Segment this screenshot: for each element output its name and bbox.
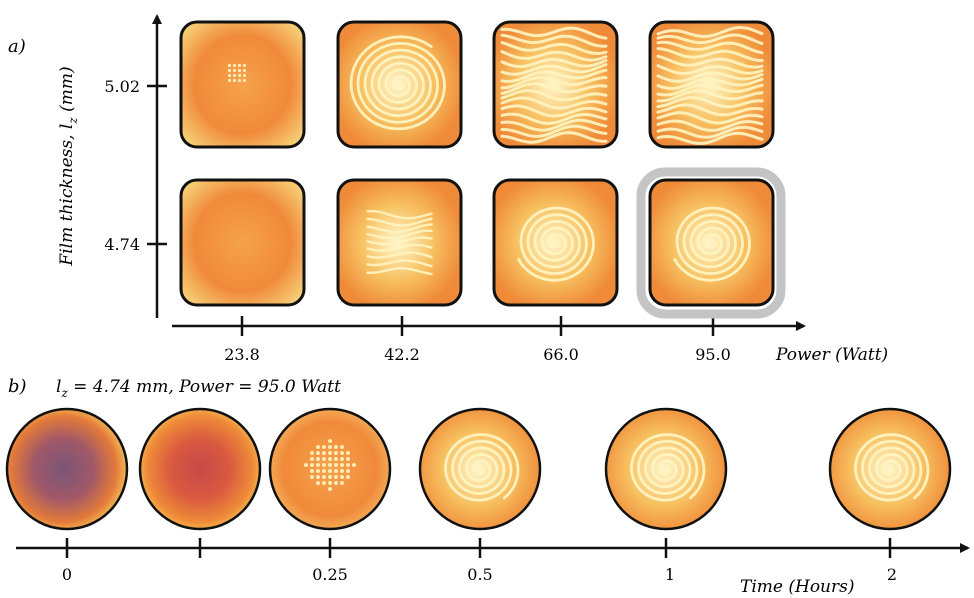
sample-2-2 bbox=[336, 178, 463, 307]
snapshot-background bbox=[606, 409, 726, 529]
sample-frame bbox=[648, 178, 775, 307]
time-axis-label: Time (Hours) bbox=[740, 577, 854, 597]
sample-frame bbox=[336, 178, 463, 307]
snapshot-frame bbox=[5, 407, 129, 531]
snapshot-frame bbox=[828, 407, 952, 531]
sample-2-3 bbox=[492, 178, 619, 307]
snapshot-frame bbox=[604, 407, 728, 531]
sample-pattern bbox=[500, 26, 608, 144]
time-tick-label-1: 0 bbox=[62, 565, 72, 584]
snapshot-pattern bbox=[304, 439, 356, 491]
sample-pattern bbox=[227, 63, 247, 83]
snapshot-frame bbox=[418, 407, 542, 531]
time-snapshots bbox=[5, 407, 952, 531]
sample-grid bbox=[179, 20, 775, 307]
sample-frame bbox=[179, 20, 306, 149]
time-tick-label-4: 1 bbox=[665, 565, 675, 584]
sample-frame bbox=[492, 178, 619, 307]
sample-background bbox=[494, 180, 617, 305]
snapshot-frame bbox=[268, 407, 392, 531]
snapshot-1 bbox=[5, 407, 129, 531]
snapshot-4 bbox=[418, 407, 542, 531]
snapshot-background bbox=[830, 409, 950, 529]
sample-pattern bbox=[349, 35, 446, 131]
y-axis-label: Film thickness, lz (mm) bbox=[57, 66, 80, 266]
panel-a-label: a) bbox=[8, 36, 26, 57]
snapshot-background bbox=[7, 409, 127, 529]
x-tick-label-4: 95.0 bbox=[695, 345, 731, 364]
snapshot-5 bbox=[604, 407, 728, 531]
y-tick-label-2: 4.74 bbox=[104, 235, 140, 254]
sample-background bbox=[181, 22, 304, 147]
sample-pattern bbox=[517, 206, 595, 282]
sample-frame bbox=[336, 20, 463, 149]
snapshot-2 bbox=[138, 407, 262, 531]
snapshot-6 bbox=[828, 407, 952, 531]
sample-1-4 bbox=[648, 20, 775, 149]
sample-frame bbox=[648, 20, 775, 149]
time-tick-label-3: 0.5 bbox=[467, 565, 492, 584]
sample-2-4 bbox=[648, 178, 775, 307]
snapshot-background bbox=[140, 409, 260, 529]
snapshot-pattern bbox=[444, 433, 520, 502]
snapshot-3 bbox=[268, 407, 392, 531]
highlight-frame bbox=[636, 167, 786, 319]
y-tick-label-1: 5.02 bbox=[104, 77, 140, 96]
snapshot-pattern bbox=[630, 433, 706, 502]
sample-frame bbox=[492, 20, 619, 149]
snapshot-pattern bbox=[854, 433, 930, 502]
sample-1-2 bbox=[336, 20, 463, 149]
sample-2-1 bbox=[179, 178, 306, 307]
sample-1-3 bbox=[492, 20, 619, 149]
panel-b-title: lz = 4.74 mm, Power = 95.0 Watt bbox=[56, 377, 341, 400]
sample-background bbox=[181, 180, 304, 305]
x-axis-label: Power (Watt) bbox=[775, 345, 888, 365]
snapshot-background bbox=[420, 409, 540, 529]
x-tick-label-2: 42.2 bbox=[384, 345, 420, 364]
sample-pattern bbox=[656, 26, 764, 145]
sample-1-1 bbox=[179, 20, 306, 149]
x-tick-label-3: 66.0 bbox=[543, 345, 579, 364]
time-tick-label-2: 0.25 bbox=[312, 565, 348, 584]
panel-b-label: b) bbox=[8, 376, 27, 397]
sample-frame bbox=[179, 178, 306, 307]
sample-background bbox=[650, 180, 773, 305]
sample-pattern bbox=[366, 209, 433, 276]
snapshot-frame bbox=[138, 407, 262, 531]
time-tick-label-5: 2 bbox=[887, 565, 897, 584]
sample-pattern bbox=[673, 206, 751, 282]
x-tick-label-1: 23.8 bbox=[224, 345, 260, 364]
